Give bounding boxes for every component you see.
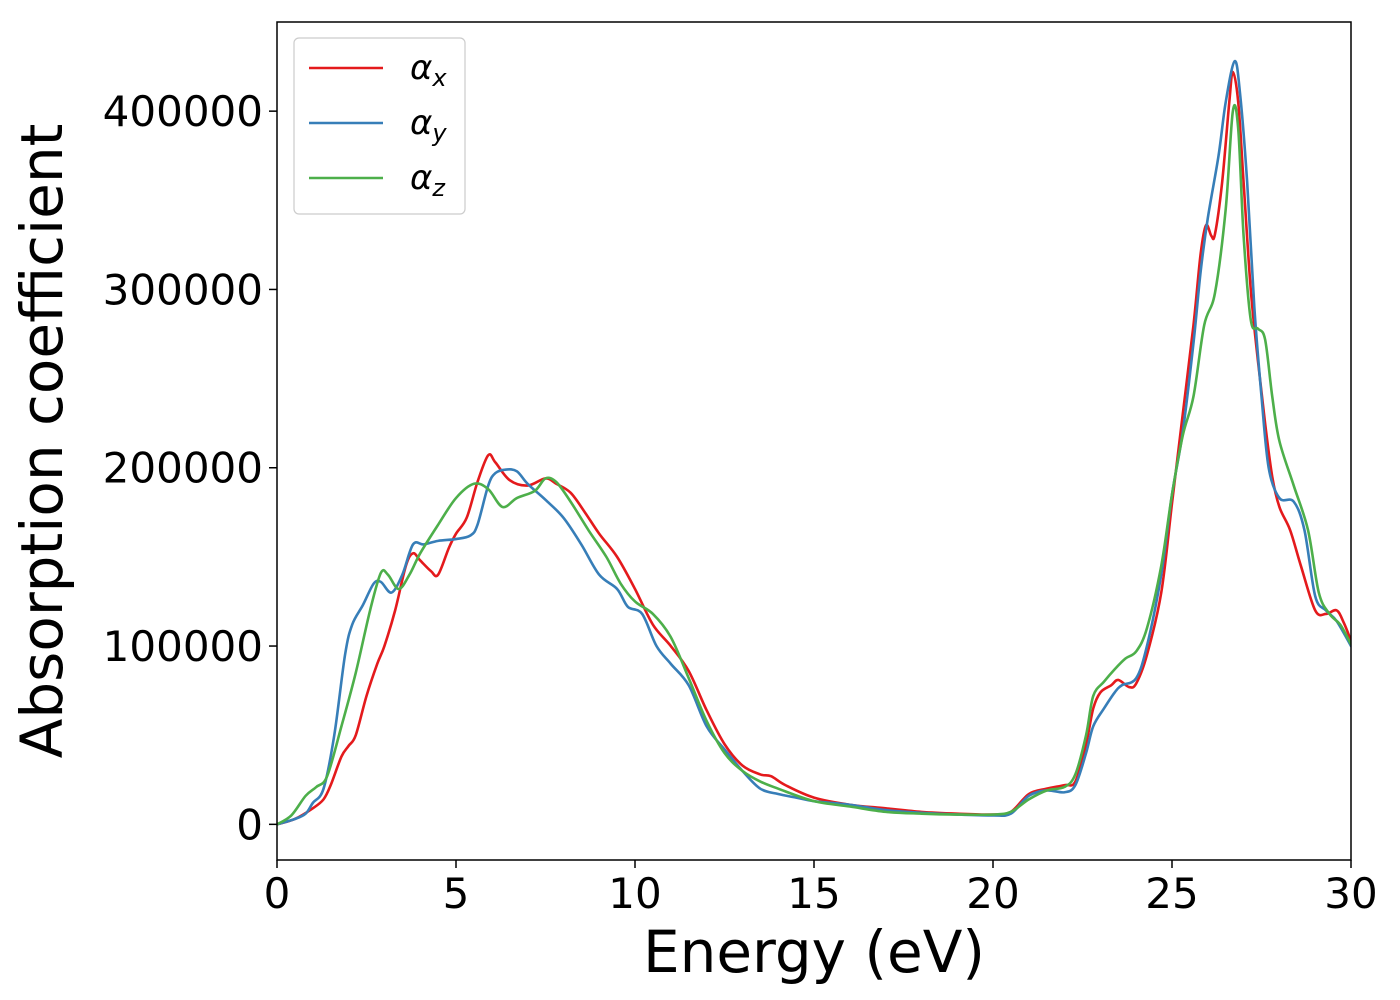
x-tick-label: 15 (787, 869, 840, 918)
series-line-alpha-z (277, 104, 1351, 826)
y-tick-label: 0 (236, 800, 263, 849)
x-tick-label: 0 (264, 869, 291, 918)
legend-label-alpha-z: αz (410, 158, 446, 202)
legend-label-alpha-y: αy (410, 103, 447, 147)
series-layer (277, 59, 1351, 826)
y-tick-label: 300000 (103, 265, 263, 314)
legend-label-alpha-x: αx (410, 48, 447, 92)
y-tick-label: 400000 (103, 87, 263, 136)
y-tick-label: 100000 (103, 622, 263, 671)
x-tick-label: 20 (966, 869, 1019, 918)
y-tick-label: 200000 (103, 444, 263, 493)
x-axis-title: Energy (eV) (643, 918, 985, 986)
x-tick-label: 5 (443, 869, 470, 918)
x-tick-label: 30 (1324, 869, 1377, 918)
y-axis-title: Absorption coefficient (8, 124, 76, 759)
x-tick-label: 10 (608, 869, 661, 918)
tick-layer: 0 5 10 15 20 25 30 0 100000 200000 300000 400000 (103, 87, 1378, 918)
x-tick-label: 25 (1145, 869, 1198, 918)
legend: αx αy αz (293, 37, 466, 215)
series-line-alpha-x (277, 70, 1351, 826)
legend-box (293, 37, 466, 215)
